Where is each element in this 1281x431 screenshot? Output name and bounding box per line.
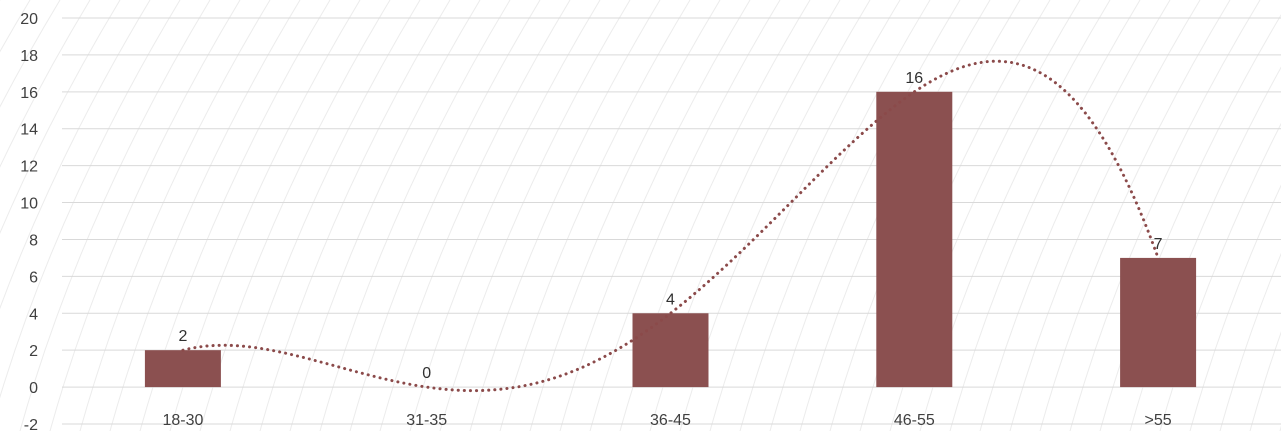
data-label: 2 <box>178 328 187 345</box>
y-tick-label: 16 <box>20 85 38 102</box>
y-tick-label: 4 <box>29 306 38 323</box>
trendline <box>181 59 1160 393</box>
bars <box>144 91 1197 388</box>
x-category-label: 18-30 <box>162 412 203 429</box>
background-stroke <box>49 0 241 431</box>
background-stroke <box>0 0 151 310</box>
background-stroke <box>409 0 601 431</box>
background-stroke <box>0 0 181 399</box>
y-axis-tick-labels: -2 0 2 4 6 8 10 12 14 16 18 20 <box>20 11 38 431</box>
trendline-path <box>181 59 1160 393</box>
background-stroke <box>979 0 1171 431</box>
background-stroke <box>1039 0 1231 431</box>
y-tick-label: -2 <box>24 417 38 431</box>
x-category-label: 46-55 <box>894 412 935 429</box>
bar <box>632 313 709 388</box>
background-stroke <box>0 0 61 108</box>
x-axis-category-labels: 18-30 31-35 36-45 46-55 >55 <box>162 412 1171 429</box>
background-stroke <box>949 0 1141 431</box>
bar <box>1120 257 1197 388</box>
y-tick-label: 20 <box>20 11 38 28</box>
y-tick-label: 12 <box>20 159 38 176</box>
y-tick-label: 8 <box>29 232 38 249</box>
background-stroke <box>529 0 721 431</box>
background-stroke <box>769 0 961 431</box>
background-stroke <box>439 0 631 431</box>
y-tick-label: 0 <box>29 380 38 397</box>
data-label: 4 <box>666 291 675 308</box>
background-stroke <box>0 0 91 168</box>
y-tick-label: 10 <box>20 196 38 213</box>
background-stroke <box>1189 184 1281 431</box>
bar <box>144 350 221 388</box>
bar <box>876 91 953 388</box>
background-stroke <box>199 0 391 431</box>
x-category-label: >55 <box>1145 412 1172 429</box>
x-category-label: 31-35 <box>406 412 447 429</box>
data-label: 0 <box>422 365 431 382</box>
background-stroke <box>499 0 691 431</box>
background-stroke <box>709 0 901 431</box>
background-stroke <box>259 0 451 431</box>
background-stroke <box>1069 0 1261 431</box>
background-stroke <box>589 0 781 431</box>
background-stroke <box>559 0 751 431</box>
data-labels: 2 0 4 16 7 <box>178 70 1162 382</box>
background-stroke <box>289 0 481 431</box>
background-stroke <box>1099 14 1281 431</box>
x-category-label: 36-45 <box>650 412 691 429</box>
background-stroke <box>19 0 211 431</box>
y-tick-label: 6 <box>29 269 38 286</box>
data-label: 16 <box>905 70 923 87</box>
background-stroke <box>1219 252 1281 431</box>
background-stroke <box>0 0 121 235</box>
background-stroke <box>1009 0 1201 431</box>
data-label: 7 <box>1154 236 1163 253</box>
background-stroke <box>79 0 271 431</box>
background-stroke <box>229 0 421 431</box>
background-stroke <box>739 0 931 431</box>
background-stroke <box>319 0 511 431</box>
background-stroke <box>349 0 541 431</box>
y-tick-label: 2 <box>29 343 38 360</box>
background-stroke <box>1249 331 1281 431</box>
y-tick-label: 18 <box>20 48 38 65</box>
background-stroke <box>109 0 301 431</box>
background-stroke <box>379 0 571 431</box>
background-stroke <box>469 0 661 431</box>
y-tick-label: 14 <box>20 122 38 139</box>
